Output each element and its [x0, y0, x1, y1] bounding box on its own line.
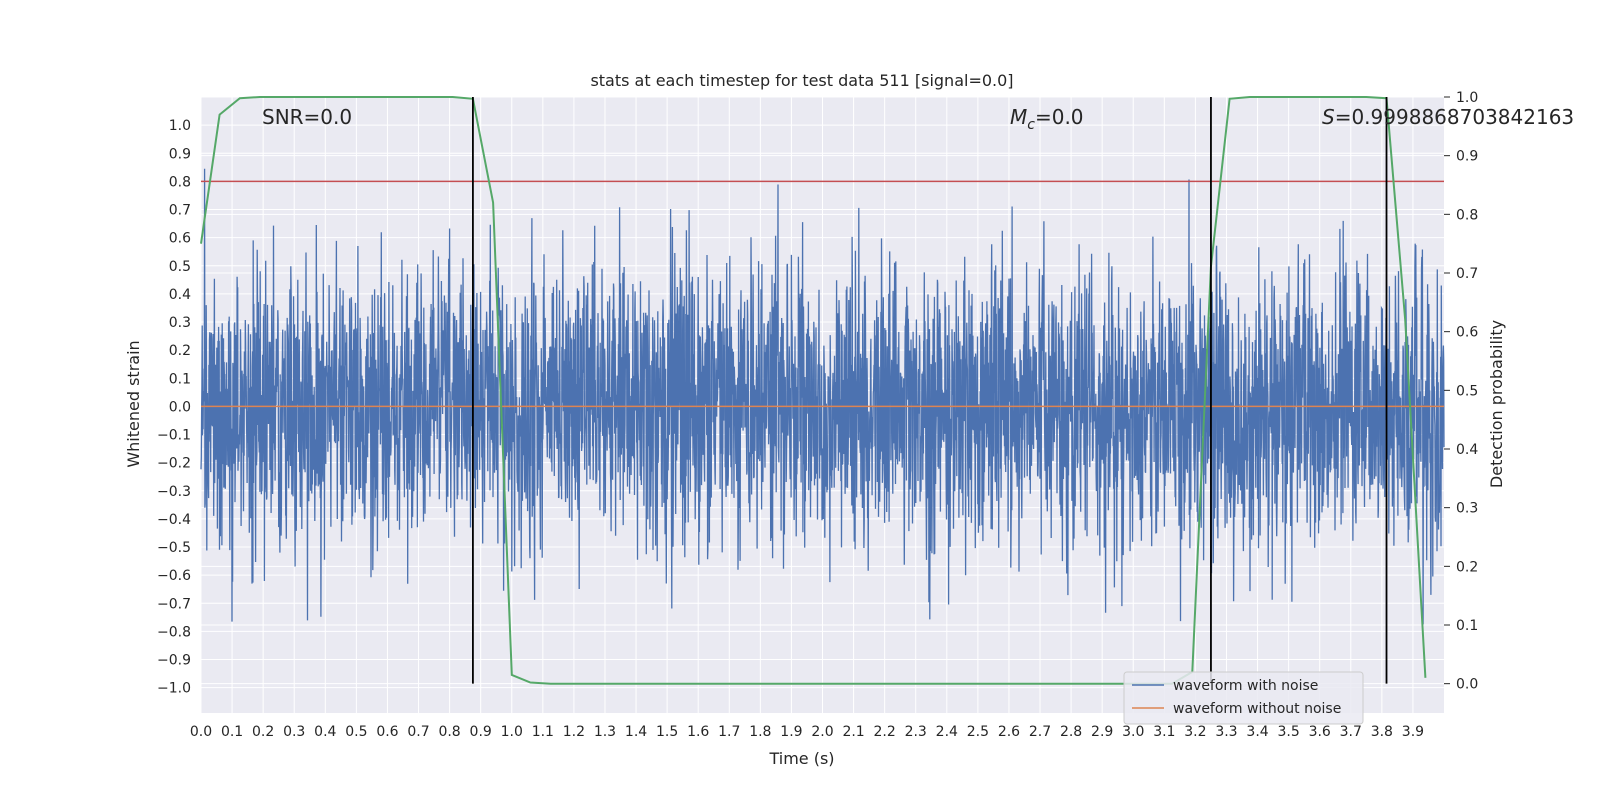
x-tick-label: 1.9 — [780, 724, 802, 740]
x-tick-label: 3.2 — [1184, 724, 1206, 740]
snr-annotation: SNR=0.0 — [262, 105, 352, 129]
x-tick-label: 3.7 — [1340, 724, 1362, 740]
s-value: =0.9998868703842163 — [1335, 105, 1574, 129]
x-tick-label: 2.0 — [811, 724, 833, 740]
x-tick-label: 0.2 — [252, 724, 274, 740]
x-tick-label: 2.6 — [998, 724, 1020, 740]
y-tick-label-left: −0.2 — [157, 456, 191, 472]
x-tick-label: 1.2 — [563, 724, 585, 740]
s-symbol: S — [1322, 105, 1335, 129]
x-tick-label: 0.4 — [314, 724, 336, 740]
x-tick-label: 2.9 — [1091, 724, 1113, 740]
y-tick-label-left: 0.2 — [169, 343, 191, 359]
y-tick-label-left: −0.3 — [157, 484, 191, 500]
y-tick-label-right: 0.6 — [1456, 325, 1478, 341]
y-tick-label-right: 0.4 — [1456, 442, 1478, 458]
y-tick-label-left: −0.4 — [157, 512, 191, 528]
mc-symbol: M — [1010, 105, 1027, 129]
y-tick-label-right: 0.3 — [1456, 501, 1478, 517]
x-tick-label: 3.9 — [1402, 724, 1424, 740]
y-tick-label-right: 0.0 — [1456, 677, 1478, 693]
x-tick-label: 1.5 — [656, 724, 678, 740]
x-tick-label: 3.0 — [1122, 724, 1144, 740]
x-tick-label: 2.4 — [936, 724, 958, 740]
y-tick-label-right: 0.8 — [1456, 207, 1478, 223]
y-axis-label-left: Whitened strain — [124, 340, 143, 467]
x-tick-label: 3.4 — [1246, 724, 1268, 740]
x-tick-label: 2.3 — [905, 724, 927, 740]
y-tick-label-left: 0.7 — [169, 203, 191, 219]
x-tick-label: 1.1 — [532, 724, 554, 740]
y-tick-label-left: −0.7 — [157, 596, 191, 612]
mc-value: =0.0 — [1035, 105, 1084, 129]
y-tick-label-left: 0.3 — [169, 315, 191, 331]
x-tick-label: 0.1 — [221, 724, 243, 740]
y-tick-label-left: −0.6 — [157, 568, 191, 584]
x-tick-label: 1.0 — [501, 724, 523, 740]
mc-subscript: c — [1027, 117, 1035, 133]
y-axis-label-right: Detection probability — [1487, 320, 1506, 488]
y-tick-label-left: 0.8 — [169, 174, 191, 190]
x-tick-label: 0.8 — [438, 724, 460, 740]
y-tick-label-right: 0.7 — [1456, 266, 1478, 282]
y-tick-label-left: 0.1 — [169, 371, 191, 387]
y-tick-label-left: 0.5 — [169, 259, 191, 275]
x-tick-label: 2.1 — [842, 724, 864, 740]
x-tick-label: 2.5 — [967, 724, 989, 740]
x-tick-label: 0.5 — [345, 724, 367, 740]
y-tick-label-left: −0.9 — [157, 653, 191, 669]
vertical-markers — [472, 97, 1388, 684]
legend-box — [1123, 671, 1364, 725]
x-tick-label: 3.3 — [1215, 724, 1237, 740]
y-tick-label-right: 0.1 — [1456, 618, 1478, 634]
x-tick-label: 3.1 — [1153, 724, 1175, 740]
y-tick-label-left: 0.9 — [169, 146, 191, 162]
x-tick-label: 0.9 — [470, 724, 492, 740]
y-tick-label-left: −0.8 — [157, 624, 191, 640]
y-tick-label-left: 1.0 — [169, 118, 191, 134]
axes: 0.0 0.1 0.2 0.3 0.4 0.5 0.6 0.7 0.8 0.9 1.0 1.1 1.2 1… — [157, 90, 1478, 740]
y-tick-label-left: 0.4 — [169, 287, 191, 303]
y-tick-label-left: −0.5 — [157, 540, 191, 556]
x-tick-label: 1.4 — [625, 724, 647, 740]
chart-title: stats at each timestep for test data 511… — [590, 71, 1013, 90]
s-annotation: S=0.9998868703842163 — [1322, 105, 1574, 129]
detection-probability-line — [200, 96, 1427, 685]
legend-label-clean: waveform without noise — [1173, 701, 1341, 717]
y-tick-label-right: 0.9 — [1456, 149, 1478, 165]
legend-label-noise: waveform with noise — [1173, 678, 1318, 694]
x-tick-label: 2.8 — [1060, 724, 1082, 740]
x-tick-label: 0.6 — [376, 724, 398, 740]
x-tick-label: 3.5 — [1277, 724, 1299, 740]
x-tick-label: 1.8 — [749, 724, 771, 740]
series-waveform-with-noise — [200, 168, 1445, 625]
x-tick-label: 1.6 — [687, 724, 709, 740]
y-tick-label-right: 1.0 — [1456, 90, 1478, 106]
y-tick-label-left: 0.6 — [169, 231, 191, 247]
y-tick-label-right: 0.5 — [1456, 383, 1478, 399]
y-tick-label-left: 0.0 — [169, 399, 191, 415]
mc-annotation: Mc=0.0 — [1010, 105, 1084, 133]
x-tick-label: 1.7 — [718, 724, 740, 740]
noise-waveform-line — [200, 168, 1445, 625]
x-tick-label: 0.7 — [407, 724, 429, 740]
x-axis-label: Time (s) — [768, 749, 834, 768]
x-tick-label: 3.6 — [1309, 724, 1331, 740]
x-tick-label: 0.3 — [283, 724, 305, 740]
y-tick-label-left: −0.1 — [157, 428, 191, 444]
x-tick-label: 2.7 — [1029, 724, 1051, 740]
x-tick-label: 3.8 — [1371, 724, 1393, 740]
y-tick-label-left: −1.0 — [157, 681, 191, 697]
y-tick-label-right: 0.2 — [1456, 559, 1478, 575]
series-detection-probability — [200, 96, 1427, 685]
x-tick-label: 1.3 — [594, 724, 616, 740]
x-tick-label: 0.0 — [190, 724, 212, 740]
x-tick-label: 2.2 — [874, 724, 896, 740]
legend: waveform with noise waveform without noi… — [1123, 671, 1364, 725]
